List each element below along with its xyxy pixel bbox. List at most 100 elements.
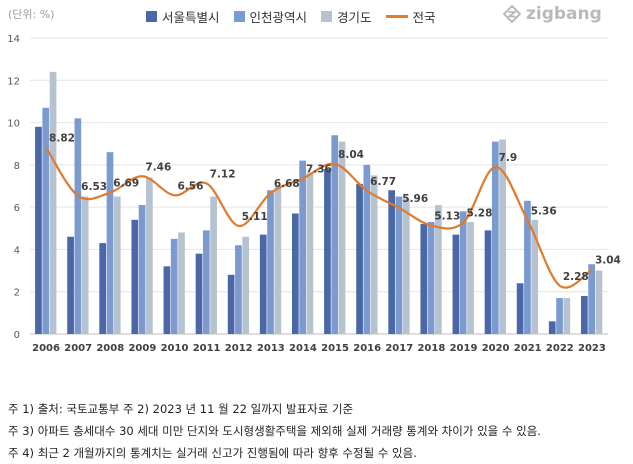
x-tick-label: 2008	[96, 343, 124, 354]
bar-서울특별시	[484, 230, 492, 334]
footnote-3: 주 4) 최근 2 개월까지의 통계치는 실거래 신고가 진행됨에 따라 향후 …	[8, 446, 417, 460]
bar-경기도	[242, 236, 250, 334]
data-label: 2.28	[563, 271, 589, 283]
bar-서울특별시	[163, 266, 171, 334]
x-tick-label: 2023	[578, 343, 606, 354]
bar-인천광역시	[459, 211, 467, 334]
bar-경기도	[146, 177, 153, 334]
x-tick-label: 2009	[128, 343, 156, 354]
bar-인천광역시	[106, 152, 114, 334]
brand-logo: zigbang	[503, 4, 602, 24]
bar-인천광역시	[427, 221, 435, 334]
bar-서울특별시	[356, 183, 363, 334]
data-label: 3.04	[595, 255, 621, 267]
y-tick-label: 8	[14, 161, 20, 172]
data-label: 6.53	[81, 181, 107, 193]
bar-인천광역시	[331, 135, 339, 334]
y-tick-label: 2	[14, 288, 20, 299]
bar-서울특별시	[420, 224, 428, 334]
footnote-1: 주 1) 출처: 국토교통부 주 2) 2023 년 11 월 22 일까지 발…	[8, 402, 354, 416]
bar-서울특별시	[35, 126, 42, 334]
bar-인천광역시	[42, 107, 50, 335]
y-tick-label: 0	[14, 330, 20, 341]
data-label: 7.12	[210, 168, 236, 180]
x-tick-label: 2014	[289, 343, 317, 354]
brand-name: zigbang	[526, 4, 602, 24]
x-tick-label: 2016	[353, 343, 381, 354]
x-tick-label: 2006	[32, 343, 60, 354]
bar-경기도	[595, 270, 603, 334]
bar-경기도	[370, 175, 378, 334]
footnote-2: 주 3) 아파트 층세대수 30 세대 미만 단지와 도시형생활주택을 제외해 …	[8, 424, 541, 438]
bar-인천광역시	[299, 160, 306, 334]
bar-경기도	[178, 232, 185, 334]
data-label: 5.11	[242, 211, 268, 223]
bar-서울특별시	[516, 283, 524, 334]
bar-서울특별시	[67, 236, 74, 334]
bar-서울특별시	[227, 274, 235, 334]
bar-인천광역시	[267, 190, 274, 334]
bar-서울특별시	[195, 253, 203, 334]
bar-서울특별시	[548, 321, 556, 334]
data-label: 5.36	[531, 206, 557, 218]
x-tick-label: 2011	[193, 343, 221, 354]
bar-서울특별시	[324, 169, 331, 334]
y-tick-label: 6	[14, 203, 20, 214]
x-tick-label: 2022	[546, 343, 574, 354]
legend-label-seoul: 서울특별시	[162, 10, 220, 25]
x-tick-label: 2020	[482, 343, 510, 354]
data-label: 5.13	[434, 211, 460, 223]
legend-item-gyeonggi: 경기도	[321, 7, 372, 26]
bar-경기도	[531, 219, 539, 334]
data-label: 6.69	[113, 178, 139, 190]
bar-인천광역시	[363, 164, 371, 334]
y-tick-label: 12	[7, 76, 20, 87]
bar-인천광역시	[74, 118, 82, 334]
bar-인천광역시	[491, 141, 499, 334]
bar-서울특별시	[388, 190, 396, 334]
bar-인천광역시	[395, 196, 403, 334]
legend-label-incheon: 인천광역시	[249, 10, 308, 25]
data-label: 7.36	[306, 163, 332, 175]
bar-경기도	[402, 198, 410, 334]
x-tick-label: 2012	[225, 343, 253, 354]
bar-서울특별시	[259, 234, 267, 334]
data-label: 6.56	[178, 180, 204, 192]
legend-swatch-national	[385, 15, 408, 18]
line-series-national	[45, 146, 593, 289]
legend-swatch-incheon	[233, 11, 245, 22]
legend-item-incheon: 인천광역시	[233, 7, 308, 26]
legend-label-national: 전국	[412, 10, 436, 25]
footnotes: 주 1) 출처: 국토교통부 주 2) 2023 년 11 월 22 일까지 발…	[8, 398, 541, 464]
bar-경기도	[49, 71, 57, 334]
y-tick-label: 4	[14, 245, 20, 256]
x-tick-label: 2019	[450, 343, 478, 354]
bar-인천광역시	[138, 205, 146, 334]
x-tick-label: 2015	[321, 343, 349, 354]
bar-서울특별시	[452, 234, 460, 334]
zigbang-logo-icon	[503, 5, 521, 23]
x-tick-label: 2018	[417, 343, 445, 354]
x-tick-label: 2010	[161, 343, 189, 354]
bar-인천광역시	[170, 238, 178, 334]
legend-item-seoul: 서울특별시	[146, 7, 220, 26]
bar-경기도	[435, 205, 442, 334]
bar-서울특별시	[131, 219, 139, 334]
x-tick-label: 2007	[64, 343, 92, 354]
data-label: 7.46	[145, 161, 171, 173]
bar-인천광역시	[202, 230, 210, 334]
data-label: 8.04	[338, 149, 364, 161]
bar-인천광역시	[588, 264, 595, 334]
bar-경기도	[306, 173, 314, 334]
bar-경기도	[113, 196, 121, 334]
bar-인천광역시	[524, 200, 531, 334]
y-tick-label: 14	[7, 34, 20, 45]
data-label: 6.68	[274, 178, 300, 190]
bar-경기도	[499, 139, 506, 334]
bar-서울특별시	[291, 213, 299, 334]
legend: 서울특별시 인천광역시 경기도 전국	[146, 7, 450, 26]
y-tick-label: 10	[7, 119, 20, 130]
bar-경기도	[81, 196, 89, 334]
bar-인천광역시	[235, 245, 242, 334]
x-tick-label: 2017	[385, 343, 413, 354]
